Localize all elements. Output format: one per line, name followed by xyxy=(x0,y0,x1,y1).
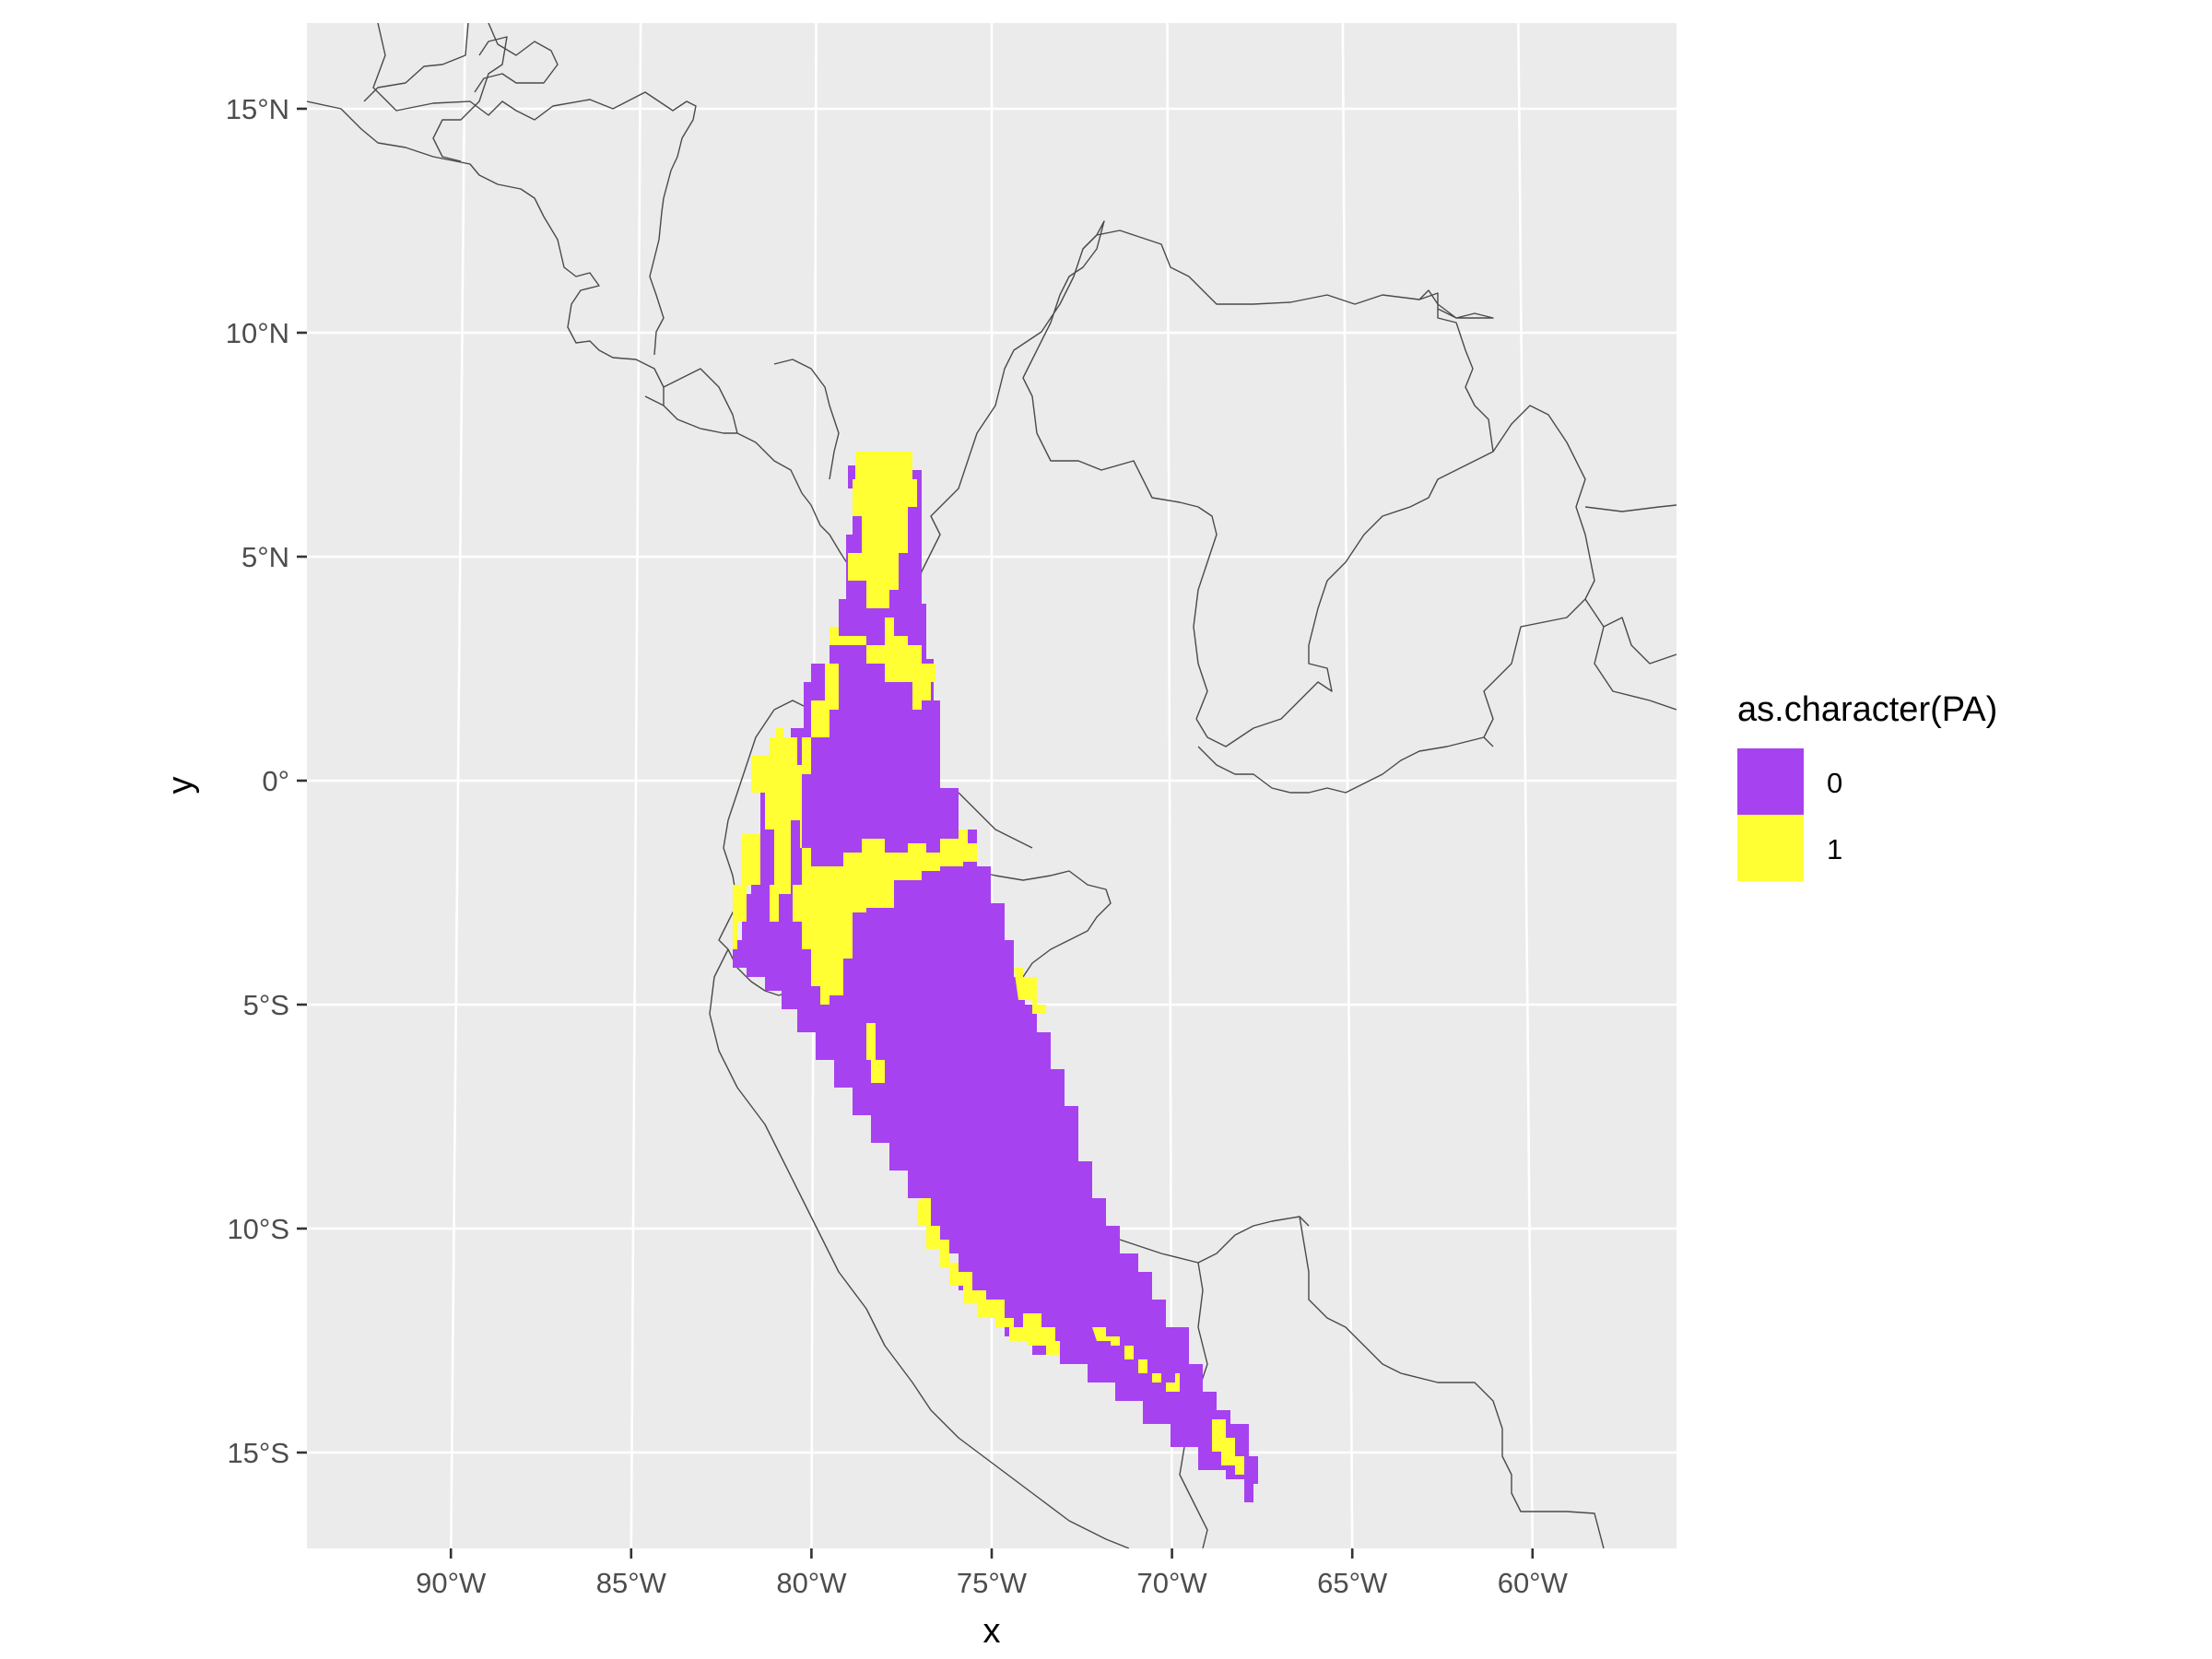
border-brazil-east xyxy=(1603,617,1677,665)
grid-line-lon xyxy=(629,23,642,1548)
border-guatemala-belize xyxy=(363,23,508,162)
x-axis-title: x xyxy=(983,1612,1001,1651)
y-tick-label: 0° xyxy=(262,765,289,797)
border-panama xyxy=(644,359,840,480)
border-mexico-south xyxy=(474,23,559,93)
y-tick-label: 5°S xyxy=(243,989,289,1021)
x-axis: 90°W 85°W 80°W 75°W 70°W 65°W 60°W xyxy=(416,1548,1569,1599)
x-tick-label: 65°W xyxy=(1317,1567,1388,1599)
presence-absence-raster xyxy=(733,452,1258,1502)
raster-absence-region xyxy=(733,452,1258,1502)
x-tick-label: 85°W xyxy=(596,1567,667,1599)
y-axis: 15°N 10°N 5°N 0° 5°S 10°S 15°S xyxy=(226,93,307,1469)
raster-presence-peru-5 xyxy=(1212,1419,1244,1475)
raster-presence-coast-1 xyxy=(751,728,802,922)
border-venezuela-north xyxy=(1082,229,1494,319)
raster-presence-north xyxy=(848,452,917,608)
raster-presence-coast-2 xyxy=(733,834,760,949)
raster-presence-colombia-1 xyxy=(830,618,935,710)
border-colombia-venezuela xyxy=(865,220,1218,720)
y-tick-label: 10°N xyxy=(226,317,289,349)
grid-line-lon xyxy=(270,0,290,1631)
legend-label-1: 1 xyxy=(1827,833,1842,865)
border-guyana xyxy=(1483,405,1595,747)
grid-line-lon xyxy=(1517,23,1535,1548)
grid-line-lon xyxy=(1341,23,1354,1548)
country-borders xyxy=(307,23,1677,1548)
raster-absence-strip xyxy=(848,465,853,488)
legend-key-1 xyxy=(1737,815,1804,881)
raster-presence-peru-1 xyxy=(866,1023,885,1083)
legend-title: as.character(PA) xyxy=(1737,690,1997,729)
border-central-america-north xyxy=(307,100,872,646)
raster-presence-peru-4 xyxy=(1092,1327,1180,1392)
y-axis-title: y xyxy=(161,777,200,794)
y-tick-label: 15°S xyxy=(227,1437,289,1469)
border-bolivia xyxy=(1299,1216,1605,1548)
x-tick-label: 60°W xyxy=(1498,1567,1569,1599)
raster-presence-peru-3 xyxy=(917,1198,1060,1355)
border-peru-coast xyxy=(709,948,1130,1548)
x-tick-label: 75°W xyxy=(957,1567,1028,1599)
y-tick-label: 5°N xyxy=(241,541,289,573)
border-brazil-north xyxy=(1197,736,1485,794)
grid-line-lon xyxy=(1693,0,1713,1631)
border-venezuela-east xyxy=(1195,292,1494,747)
x-tick-label: 90°W xyxy=(416,1567,487,1599)
x-tick-label: 80°W xyxy=(776,1567,847,1599)
border-suriname xyxy=(1584,504,1677,711)
legend-label-0: 0 xyxy=(1827,767,1842,799)
legend-key-0 xyxy=(1737,748,1804,815)
x-tick-label: 70°W xyxy=(1137,1567,1208,1599)
raster-presence-peru-2 xyxy=(1014,968,1046,1014)
grid-line-lon xyxy=(450,23,466,1548)
border-honduras-nicaragua xyxy=(372,23,697,356)
y-tick-label: 15°N xyxy=(226,93,289,125)
raster-presence-ecuador xyxy=(793,664,977,1005)
y-tick-label: 10°S xyxy=(227,1213,289,1245)
legend: as.character(PA) 0 1 xyxy=(1737,690,1997,881)
